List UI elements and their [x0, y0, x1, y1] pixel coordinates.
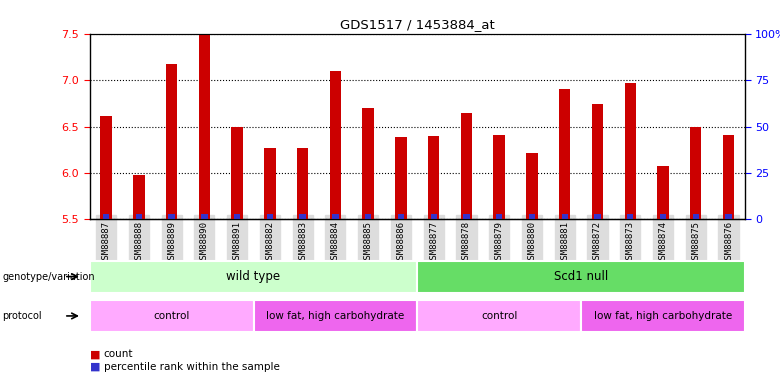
- Bar: [101, 116, 112, 219]
- Text: ■: ■: [90, 350, 104, 359]
- Bar: [723, 135, 734, 219]
- Bar: [526, 153, 537, 219]
- Bar: [559, 90, 570, 219]
- Text: Scd1 null: Scd1 null: [554, 270, 608, 283]
- Bar: [562, 214, 568, 219]
- Bar: [592, 104, 603, 219]
- Bar: [365, 214, 371, 219]
- Bar: [136, 214, 142, 219]
- Bar: [494, 135, 505, 219]
- Bar: [461, 112, 472, 219]
- Bar: [725, 214, 732, 219]
- Text: control: control: [154, 311, 190, 321]
- Bar: [166, 64, 177, 219]
- Bar: [660, 214, 666, 219]
- Bar: [232, 127, 243, 219]
- Bar: [199, 34, 210, 219]
- Bar: [658, 165, 668, 219]
- Bar: [428, 136, 439, 219]
- Bar: [332, 214, 339, 219]
- Bar: [625, 83, 636, 219]
- Bar: [103, 214, 109, 219]
- Bar: [398, 214, 404, 219]
- Bar: [693, 214, 699, 219]
- Bar: [330, 71, 341, 219]
- Text: percentile rank within the sample: percentile rank within the sample: [104, 362, 279, 372]
- Bar: [463, 214, 470, 219]
- Bar: [133, 175, 144, 219]
- Text: count: count: [104, 350, 133, 359]
- Bar: [627, 214, 633, 219]
- Bar: [594, 214, 601, 219]
- Text: low fat, high carbohydrate: low fat, high carbohydrate: [266, 311, 405, 321]
- Text: control: control: [481, 311, 517, 321]
- Bar: [363, 108, 374, 219]
- Text: protocol: protocol: [2, 311, 42, 321]
- Text: low fat, high carbohydrate: low fat, high carbohydrate: [594, 311, 732, 321]
- Bar: [297, 148, 308, 219]
- Title: GDS1517 / 1453884_at: GDS1517 / 1453884_at: [340, 18, 495, 31]
- Text: wild type: wild type: [226, 270, 281, 283]
- Bar: [264, 148, 275, 219]
- Text: ■: ■: [90, 362, 104, 372]
- Bar: [690, 127, 701, 219]
- Bar: [395, 137, 406, 219]
- Text: genotype/variation: genotype/variation: [2, 272, 95, 282]
- Bar: [267, 214, 273, 219]
- Bar: [300, 214, 306, 219]
- Bar: [168, 214, 175, 219]
- Bar: [234, 214, 240, 219]
- Bar: [431, 214, 437, 219]
- Bar: [496, 214, 502, 219]
- Bar: [529, 214, 535, 219]
- Bar: [201, 214, 207, 219]
